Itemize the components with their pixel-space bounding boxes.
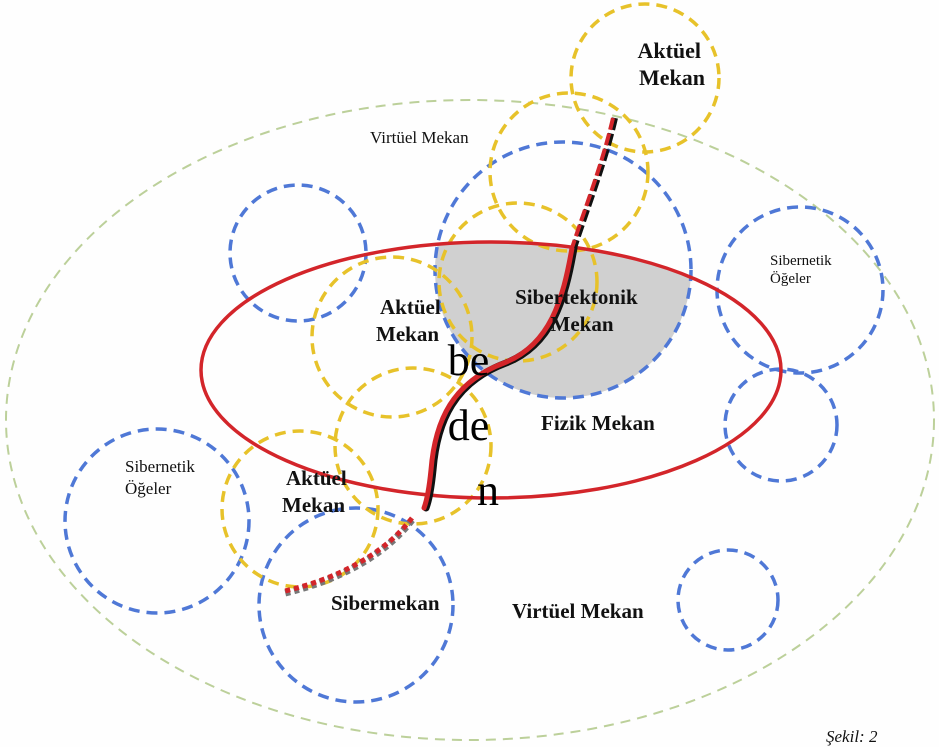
label-virtuel-bottom: Virtüel Mekan (512, 599, 644, 623)
label-aktuel-low: Aktüel Mekan (282, 466, 352, 517)
blue-circle-bottom-right (676, 548, 780, 652)
label-sibermekan: Sibermekan (331, 591, 440, 615)
label-virtuel-top: Virtüel Mekan (370, 128, 469, 147)
figure-caption: Şekil: 2 (826, 727, 878, 746)
label-fizik: Fizik Mekan (541, 411, 655, 435)
body-path-dashed-bottom (284, 516, 414, 594)
virtual-space-ellipse (5, 99, 935, 741)
physical-space-ellipse (199, 240, 783, 500)
blue-circle-sibermekan (257, 506, 455, 704)
blue-circle-sibernetik-left (63, 427, 251, 615)
label-sibertektonik: Sibertektonik Mekan (515, 285, 643, 336)
yellow-circle-aktuel-low (220, 429, 380, 589)
label-aktuel-mid: Aktüel Mekan (376, 295, 446, 346)
label-beden: be de n (448, 336, 501, 515)
blue-circle-right-small (723, 367, 839, 483)
label-aktuel-top: Aktüel Mekan (637, 38, 706, 90)
yellow-circle-aktuel-mid (310, 255, 474, 419)
yellow-circle-mid (437, 201, 599, 363)
yellow-circle-lower (333, 366, 493, 526)
body-path-dashed-top (570, 117, 615, 249)
label-sibernetik-right: Sibernetik Öğeler (770, 253, 835, 287)
yellow-circle-upper (488, 91, 650, 253)
label-sibernetik-left: Sibernetik Öğeler (125, 457, 199, 498)
blue-circle-sibernetik-right (715, 205, 885, 375)
body-path-dashed-bottom-shadow (284, 517, 415, 597)
blue-circle-top-left (228, 183, 368, 323)
body-path-solid (421, 245, 575, 511)
